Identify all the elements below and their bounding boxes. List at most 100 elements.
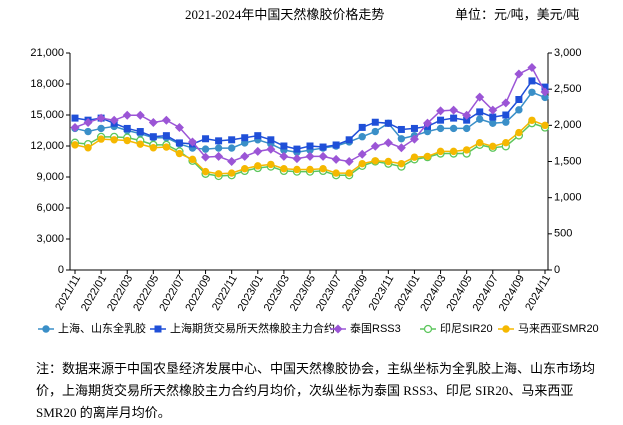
marker xyxy=(254,162,262,170)
marker xyxy=(97,124,105,133)
marker xyxy=(162,132,170,140)
marker xyxy=(344,157,354,166)
legend-label: 泰国RSS3 xyxy=(350,321,401,335)
marker xyxy=(227,157,237,166)
y2-tick-label: 3,000 xyxy=(554,47,582,59)
marker xyxy=(267,160,275,169)
marker xyxy=(319,143,327,151)
marker xyxy=(188,137,197,147)
marker xyxy=(97,135,105,143)
marker xyxy=(449,105,459,115)
series-line xyxy=(74,79,546,150)
marker xyxy=(541,121,549,130)
y-tick-label: 15,000 xyxy=(30,109,64,121)
marker xyxy=(383,138,393,148)
y-tick-label: 21,000 xyxy=(30,47,64,59)
marker xyxy=(123,136,131,145)
marker xyxy=(397,159,406,168)
marker xyxy=(462,124,471,133)
y-tick-label: 18,000 xyxy=(30,78,64,90)
marker xyxy=(450,114,458,122)
y2-tick-label: 2,000 xyxy=(554,119,582,131)
marker xyxy=(293,145,301,153)
marker xyxy=(266,144,276,154)
legend-label: 印尼SIR20 xyxy=(440,322,493,335)
marker xyxy=(357,149,367,159)
marker xyxy=(175,139,183,147)
marker xyxy=(201,145,210,153)
y2-tick-label: 1,000 xyxy=(554,192,582,204)
marker xyxy=(148,117,158,127)
y-tick-label: 9,000 xyxy=(36,171,64,183)
marker xyxy=(174,123,184,133)
chart-subtitle: 单位：元/吨，美元/吨 xyxy=(455,7,579,22)
chart-title: 2021-2024年中国天然橡胶价格走势 xyxy=(185,7,384,22)
marker xyxy=(410,124,418,132)
marker xyxy=(476,115,484,123)
marker xyxy=(436,124,445,133)
marker xyxy=(188,155,197,164)
marker xyxy=(423,118,432,128)
marker xyxy=(162,143,171,151)
marker xyxy=(215,137,223,145)
marker xyxy=(254,132,262,140)
x-tick-label: 2024/11 xyxy=(523,273,553,313)
marker xyxy=(437,116,445,124)
marker xyxy=(331,154,341,164)
marker xyxy=(71,114,79,122)
marker xyxy=(240,151,250,161)
marker xyxy=(84,127,92,136)
legend-label: 马来西亚SMR20 xyxy=(518,322,599,335)
marker xyxy=(540,87,550,97)
marker xyxy=(514,69,524,79)
marker xyxy=(397,125,405,133)
marker xyxy=(462,110,472,120)
marker xyxy=(501,98,511,108)
marker xyxy=(267,136,275,144)
marker xyxy=(227,169,236,177)
marker xyxy=(345,136,353,144)
marker xyxy=(476,138,484,147)
marker xyxy=(528,77,536,85)
marker xyxy=(371,157,379,165)
marker xyxy=(70,123,80,133)
marker xyxy=(71,141,79,149)
y-tick-label: 3,000 xyxy=(36,233,64,245)
marker xyxy=(528,116,536,124)
marker xyxy=(502,118,510,126)
marker xyxy=(396,143,406,153)
marker xyxy=(279,151,289,161)
marker xyxy=(463,116,471,124)
marker xyxy=(293,165,301,174)
marker xyxy=(136,140,144,148)
marker xyxy=(515,106,523,114)
marker xyxy=(397,135,406,143)
marker xyxy=(489,113,497,121)
marker xyxy=(436,106,446,116)
marker xyxy=(241,165,249,173)
marker xyxy=(502,111,510,119)
marker xyxy=(214,151,224,161)
chart: 2021-2024年中国天然橡胶价格走势 单位：元/吨，美元/吨 0 3,000 6… xyxy=(30,7,599,335)
marker xyxy=(96,113,106,123)
marker xyxy=(306,142,314,150)
y-tick-label: 0 xyxy=(58,264,64,276)
marker xyxy=(84,144,92,152)
marker xyxy=(384,157,393,166)
marker xyxy=(333,324,343,334)
marker xyxy=(449,147,458,156)
y2-tick-label: 1,500 xyxy=(554,155,582,167)
marker xyxy=(371,127,379,136)
marker xyxy=(42,325,50,333)
marker xyxy=(476,108,484,116)
marker xyxy=(280,165,288,173)
marker xyxy=(201,167,210,176)
marker xyxy=(136,128,144,136)
marker xyxy=(409,134,419,144)
marker xyxy=(488,105,498,115)
marker xyxy=(149,133,157,141)
marker xyxy=(528,88,536,96)
marker xyxy=(318,151,328,161)
marker xyxy=(149,144,158,152)
marker xyxy=(358,133,366,141)
